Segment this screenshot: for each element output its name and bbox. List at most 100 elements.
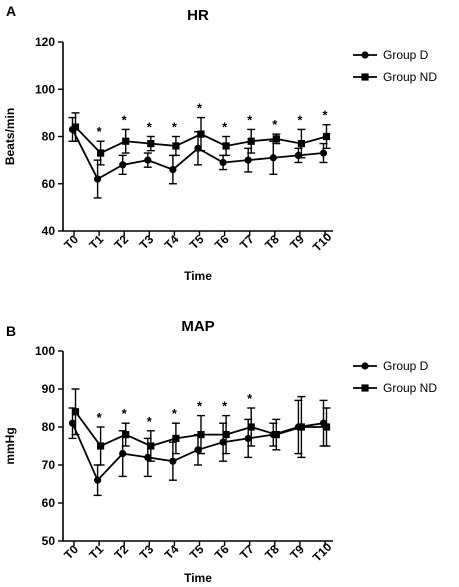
x-tick-label: T5 <box>187 232 207 252</box>
panel-letter: B <box>6 323 16 339</box>
x-tick-label: T10 <box>310 540 335 565</box>
data-point <box>97 149 105 157</box>
data-point <box>197 130 205 138</box>
y-tick-label: 40 <box>42 224 56 238</box>
data-point <box>144 453 152 461</box>
significance-marker: * <box>272 117 278 132</box>
data-point <box>147 442 155 450</box>
x-tick-label: T10 <box>310 230 335 255</box>
data-point <box>119 161 127 169</box>
data-point <box>71 408 80 416</box>
data-point <box>94 175 102 183</box>
data-point <box>222 142 230 150</box>
legend-marker <box>361 384 369 392</box>
significance-marker: * <box>197 101 203 116</box>
data-point <box>244 434 252 442</box>
x-tick-label: T1 <box>86 542 106 562</box>
significance-marker: * <box>147 120 153 135</box>
legend-marker <box>361 362 369 370</box>
y-tick-label: 80 <box>42 130 56 144</box>
data-point <box>147 139 155 148</box>
data-point <box>297 423 305 431</box>
data-point <box>122 431 130 439</box>
data-point <box>94 476 102 484</box>
data-point <box>219 158 227 167</box>
chart-title: HR <box>187 7 209 24</box>
data-point <box>122 137 130 145</box>
series-group-d <box>68 399 328 497</box>
y-tick-label: 60 <box>42 177 56 191</box>
data-point <box>272 135 280 143</box>
significance-marker: * <box>122 112 128 127</box>
x-tick-label: T6 <box>212 542 232 562</box>
legend-label: Group D <box>383 359 429 373</box>
panel-letter: A <box>6 3 16 19</box>
data-point <box>194 446 202 454</box>
legend-entry: Group D <box>353 359 429 373</box>
significance-marker: * <box>247 391 253 406</box>
legend-entry: Group D <box>353 48 429 62</box>
x-tick-label: T8 <box>262 542 282 562</box>
data-point <box>222 431 230 439</box>
x-tick-label: T0 <box>61 542 81 562</box>
x-tick-label: T5 <box>187 542 207 562</box>
data-point <box>97 442 105 450</box>
data-point <box>244 156 252 164</box>
data-point <box>71 123 80 131</box>
y-tick-label: 60 <box>42 496 56 510</box>
legend-marker <box>361 73 369 81</box>
data-point <box>68 419 77 427</box>
y-axis-label: Beats/min <box>3 108 17 165</box>
significance-marker: * <box>97 410 103 425</box>
data-point <box>297 139 305 148</box>
x-tick-label: T9 <box>287 232 307 252</box>
y-tick-label: 100 <box>35 344 55 358</box>
y-tick-label: 70 <box>42 458 56 472</box>
series-group-d <box>68 116 328 199</box>
data-point <box>172 142 180 150</box>
series-group-nd <box>71 388 331 466</box>
series-group-nd <box>71 112 331 166</box>
significance-marker: * <box>197 399 203 414</box>
significance-marker: * <box>322 108 328 123</box>
x-tick-label: T4 <box>162 542 182 562</box>
legend-label: Group ND <box>383 381 437 395</box>
data-point <box>247 423 255 431</box>
y-tick-label: 80 <box>42 420 56 434</box>
significance-marker: * <box>297 112 303 127</box>
x-tick-label: T1 <box>86 232 106 252</box>
y-tick-label: 50 <box>42 534 56 548</box>
x-tick-label: T3 <box>137 542 157 562</box>
legend-entry: Group ND <box>353 70 437 84</box>
legend-marker <box>361 51 369 59</box>
significance-marker: * <box>147 414 153 429</box>
chart-panel-a: A HR 40 60 80 100 120 T0 T1 T2 T3 T4 T5 T6 T7 T8 T9 T10 Ti… <box>3 3 437 283</box>
data-point <box>269 154 277 162</box>
x-tick-label: T9 <box>287 542 307 562</box>
significance-marker: * <box>222 120 228 135</box>
x-tick-label: T4 <box>162 232 182 252</box>
legend-entry: Group ND <box>353 381 437 395</box>
data-point <box>144 156 152 164</box>
legend-label: Group ND <box>383 70 437 84</box>
x-tick-label: T7 <box>237 232 257 252</box>
y-tick-label: 90 <box>42 382 56 396</box>
x-tick-label: T0 <box>61 232 81 252</box>
data-point <box>322 132 331 141</box>
y-tick-label: 120 <box>35 35 55 49</box>
significance-marker: * <box>172 406 178 421</box>
x-tick-label: T7 <box>237 542 257 562</box>
data-point <box>272 431 280 439</box>
significance-marker: * <box>222 399 228 414</box>
data-point <box>247 137 255 145</box>
x-axis-label: Time <box>184 269 212 283</box>
chart-panel-b: B MAP 50 60 70 80 90 100 T0 T1 T2 T3 T4 T5 T6 T7 T8 T9 T10… <box>3 318 437 585</box>
y-tick-label: 100 <box>35 82 55 96</box>
y-axis-label: mmHg <box>3 427 17 464</box>
x-tick-label: T2 <box>111 232 131 252</box>
x-axis-label: Time <box>184 571 212 585</box>
legend-label: Group D <box>383 48 429 62</box>
chart-title: MAP <box>181 318 214 335</box>
